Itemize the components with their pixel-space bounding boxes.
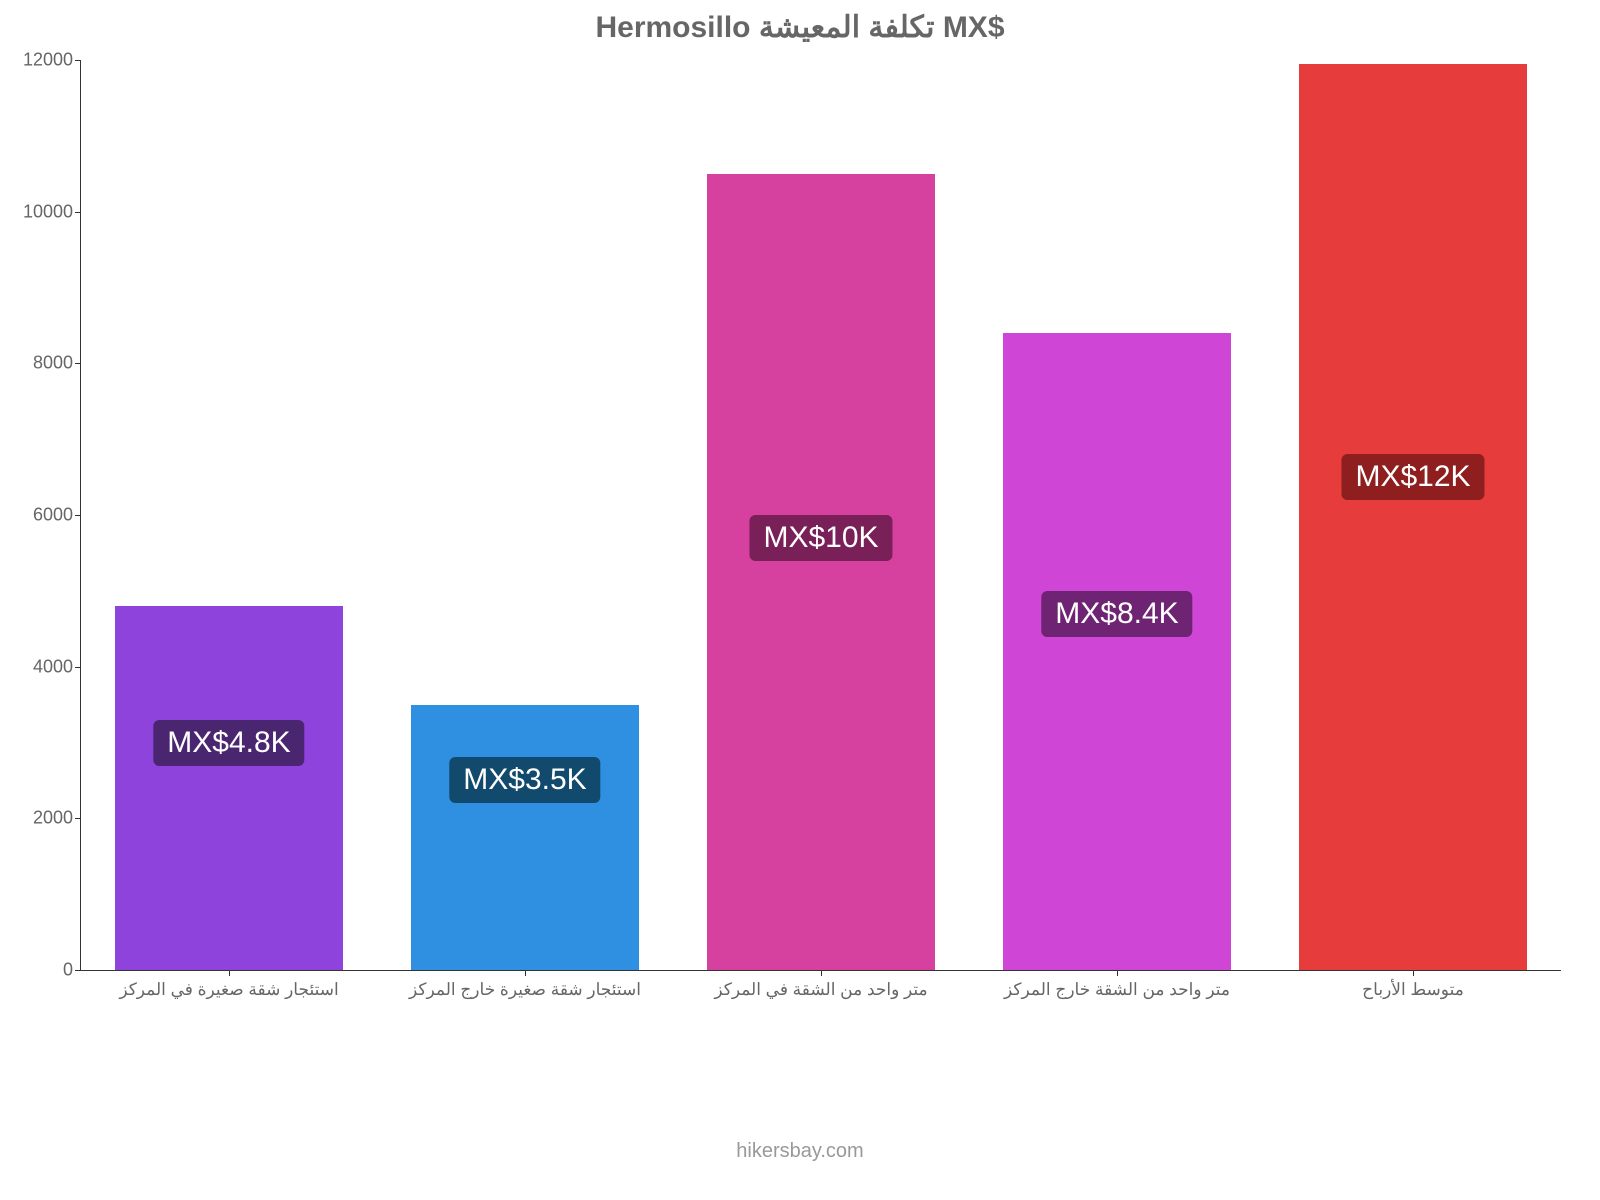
bar — [1299, 64, 1527, 970]
bar — [411, 705, 639, 970]
y-tick-mark — [75, 667, 81, 668]
x-tick-label: متوسط الأرباح — [1362, 970, 1464, 1000]
y-tick-mark — [75, 515, 81, 516]
y-tick-mark — [75, 970, 81, 971]
y-tick-label: 8000 — [33, 353, 81, 374]
bar-value-label: MX$12K — [1341, 454, 1484, 500]
plot-area: 020004000600080001000012000MX$4.8Kاستئجا… — [80, 60, 1561, 971]
y-tick-mark — [75, 363, 81, 364]
y-tick-label: 12000 — [23, 50, 81, 71]
bar-value-label: MX$10K — [749, 515, 892, 561]
x-tick-label: متر واحد من الشقة في المركز — [714, 970, 927, 1000]
bar-value-label: MX$8.4K — [1041, 591, 1192, 637]
x-tick-label: استئجار شقة صغيرة في المركز — [119, 970, 338, 1000]
y-tick-mark — [75, 212, 81, 213]
chart-footer: hikersbay.com — [0, 1140, 1600, 1163]
bar — [1003, 333, 1231, 970]
x-tick-label: استئجار شقة صغيرة خارج المركز — [409, 970, 641, 1000]
y-tick-label: 4000 — [33, 656, 81, 677]
bar-value-label: MX$3.5K — [449, 757, 600, 803]
y-tick-label: 6000 — [33, 505, 81, 526]
y-tick-mark — [75, 60, 81, 61]
bar — [115, 606, 343, 970]
x-tick-label: متر واحد من الشقة خارج المركز — [1004, 970, 1230, 1000]
chart-title: Hermosillo تكلفة المعيشة MX$ — [0, 10, 1600, 45]
y-tick-mark — [75, 818, 81, 819]
bar — [707, 174, 935, 970]
bar-value-label: MX$4.8K — [153, 720, 304, 766]
y-tick-label: 10000 — [23, 201, 81, 222]
y-tick-label: 2000 — [33, 808, 81, 829]
